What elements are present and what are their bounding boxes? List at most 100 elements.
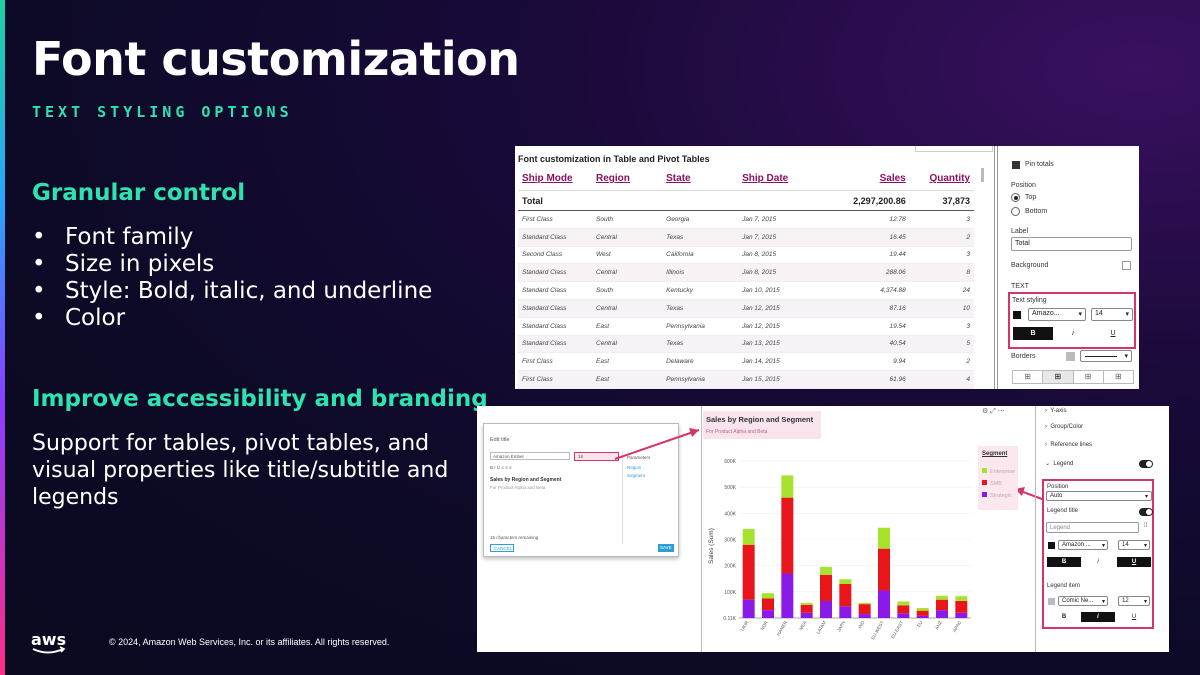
column-header[interactable]: Quantity <box>929 173 971 184</box>
dialog-format-icons[interactable]: B I U ≡ ≡ ≡ <box>490 465 512 470</box>
italic-toggle[interactable]: i <box>1072 330 1074 337</box>
column-header[interactable]: Sales <box>879 173 906 184</box>
legend-item-size-dropdown[interactable]: 12 ▾ <box>1118 596 1150 606</box>
cell-quantity: 4 <box>966 376 971 384</box>
bullet-text: Color <box>65 305 126 331</box>
dialog-size-value: 16 <box>578 454 584 459</box>
border-outer-icon[interactable]: ⊞ <box>1115 372 1122 381</box>
bar-segment <box>858 602 871 605</box>
legend-title-toggle[interactable] <box>1139 508 1153 516</box>
cell-ship-mode: First Class <box>522 376 553 384</box>
legend-title-underline-toggle[interactable]: U <box>1117 557 1151 567</box>
legend-label: SMB <box>990 481 1002 487</box>
legend-title-font-dropdown[interactable]: Amazon ... ▾ <box>1058 540 1108 550</box>
text-color-swatch[interactable] <box>1013 311 1021 319</box>
cell-region: Central <box>596 269 617 277</box>
legend-item-color-swatch[interactable] <box>1048 598 1055 605</box>
legend-title-italic-toggle[interactable]: i <box>1097 559 1099 565</box>
table-row[interactable]: Standard Class Central Texas Jan 7, 2015 16.… <box>518 228 974 247</box>
table-row[interactable]: Standard Class Central Texas Jan 13, 2015 40… <box>518 335 974 354</box>
dialog-chart-subtitle[interactable]: For Product Alpha and Beta <box>490 485 546 490</box>
legend-item[interactable]: SMB <box>982 480 1002 487</box>
parameter-item[interactable]: Segment <box>627 473 646 478</box>
font-size-dropdown[interactable]: 14 ▾ <box>1091 308 1133 321</box>
legend-item-italic-toggle[interactable]: i <box>1081 612 1115 622</box>
dialog-chart-title[interactable]: Sales by Region and Segment <box>490 477 562 483</box>
legend-item-bold-toggle[interactable]: B <box>1061 614 1067 620</box>
underline-toggle[interactable]: U <box>1110 330 1116 337</box>
border-color-swatch[interactable] <box>1066 352 1075 361</box>
legend-item-font-dropdown[interactable]: Comic Ne... ▾ <box>1058 596 1108 606</box>
panel-item-reference-lines[interactable]: › Reference lines <box>1045 442 1092 448</box>
legend-title-size-dropdown[interactable]: 14 ▾ <box>1118 540 1150 550</box>
border-style-dropdown[interactable]: ▾ <box>1080 350 1132 362</box>
legend-swatch <box>982 480 987 485</box>
table-row[interactable]: Standard Class South Kentucky Jan 10, 2015 4… <box>518 282 974 300</box>
legend-title-input[interactable]: Legend <box>1046 522 1139 533</box>
table-body: First Class South Georgia Jan 7, 2015 12.78 3… <box>518 211 974 389</box>
legend-title-color-swatch[interactable] <box>1048 542 1055 549</box>
legend-title-bold-toggle[interactable]: B <box>1047 557 1081 567</box>
panel-item-group-color[interactable]: › Group/Color <box>1045 424 1083 430</box>
chevron-down-icon: ⌄ <box>1045 461 1051 467</box>
chart-title-box: Sales by Region and Segment For Product … <box>703 411 821 439</box>
panel-item-label: Legend <box>1053 461 1074 467</box>
bar-segment <box>839 606 852 618</box>
legend-format-panel: › Y-axis › Group/Color › Reference lines… <box>1041 406 1169 652</box>
chart-visual-frame[interactable] <box>701 406 1036 652</box>
legend-title-options-icon[interactable]: ⁞⁞ <box>1144 523 1148 529</box>
table-row[interactable]: First Class East Delaware Jan 14, 2015 9.94 2 <box>518 353 974 372</box>
panel-item-label: Reference lines <box>1050 442 1093 448</box>
cell-state: Kentucky <box>666 287 693 295</box>
border-inner-icon[interactable]: ⊞ <box>1074 371 1104 383</box>
position-top-radio[interactable] <box>1011 193 1020 202</box>
table-row[interactable]: First Class East Pennsylvania Jan 15, 2015 6… <box>518 371 974 389</box>
dialog-font-dropdown[interactable]: Amazon Ember <box>490 452 570 460</box>
dialog-size-dropdown[interactable]: 16 <box>574 452 619 461</box>
x-tick-label: ANZ <box>934 620 943 631</box>
chevron-right-icon: › <box>1045 424 1047 430</box>
bar-segment <box>936 595 948 600</box>
border-none-icon[interactable]: ⊞ <box>1013 371 1044 383</box>
stacked-bar-chart: 0.11K 100K 200K 300K 400K 500K 600K Sales (Sum)… <box>708 459 971 640</box>
dialog-save-button[interactable]: SAVE <box>658 544 674 552</box>
table-row[interactable]: Second Class West California Jan 8, 2015 19.… <box>518 247 974 265</box>
chevron-down-icon: ▾ <box>1124 353 1128 360</box>
panel-item-legend[interactable]: ⌄ Legend <box>1045 460 1073 467</box>
cell-ship-date: Jan 12, 2015 <box>742 322 780 330</box>
cell-ship-mode: Standard Class <box>522 287 567 295</box>
column-header[interactable]: State <box>666 173 691 184</box>
legend-item[interactable]: Strategic <box>982 492 1012 499</box>
background-color-swatch[interactable] <box>1122 261 1131 270</box>
column-header[interactable]: Region <box>596 173 630 184</box>
panel-item-y-axis[interactable]: › Y-axis <box>1045 408 1066 414</box>
bar-segment <box>858 614 871 618</box>
bar-segment <box>820 574 832 601</box>
visual-menu-icons[interactable]: ⚙ ⤢ ⋯ <box>982 408 1005 415</box>
bar-segment <box>800 612 813 618</box>
border-all-icon[interactable]: ⊞ <box>1043 371 1074 383</box>
pane-divider[interactable] <box>994 146 998 389</box>
bold-toggle[interactable]: B <box>1013 327 1053 340</box>
dialog-cancel-button[interactable]: CANCEL <box>490 544 514 552</box>
column-header[interactable]: Ship Mode <box>522 173 573 184</box>
legend-item-underline-toggle[interactable]: U <box>1131 614 1137 620</box>
cell-quantity: 3 <box>966 322 971 330</box>
legend-position-dropdown[interactable]: Auto ▾ <box>1046 491 1152 501</box>
aws-logo: aws <box>30 630 70 660</box>
parameter-item[interactable]: Region <box>627 465 642 470</box>
legend-item[interactable]: Enterprise <box>982 468 1015 475</box>
label-input[interactable]: Total <box>1011 237 1132 251</box>
column-header[interactable]: Ship Date <box>742 173 789 184</box>
legend-visibility-toggle[interactable] <box>1139 460 1153 468</box>
bar-segment <box>936 610 948 618</box>
pin-totals-checkbox[interactable] <box>1012 161 1020 169</box>
bullet-item: • Font family <box>32 224 194 250</box>
position-bottom-radio[interactable] <box>1011 207 1020 216</box>
table-row[interactable]: Standard Class Central Texas Jan 12, 2015 87… <box>518 299 974 318</box>
table-row[interactable]: First Class South Georgia Jan 7, 2015 12.78 3 <box>518 211 974 229</box>
table-row[interactable]: Standard Class East Pennsylvania Jan 12, 20… <box>518 318 974 336</box>
font-family-dropdown[interactable]: Amazo... ▾ <box>1028 308 1086 321</box>
table-scrollbar[interactable] <box>981 168 984 182</box>
table-row[interactable]: Standard Class Central Illinois Jan 8, 2015… <box>518 264 974 283</box>
